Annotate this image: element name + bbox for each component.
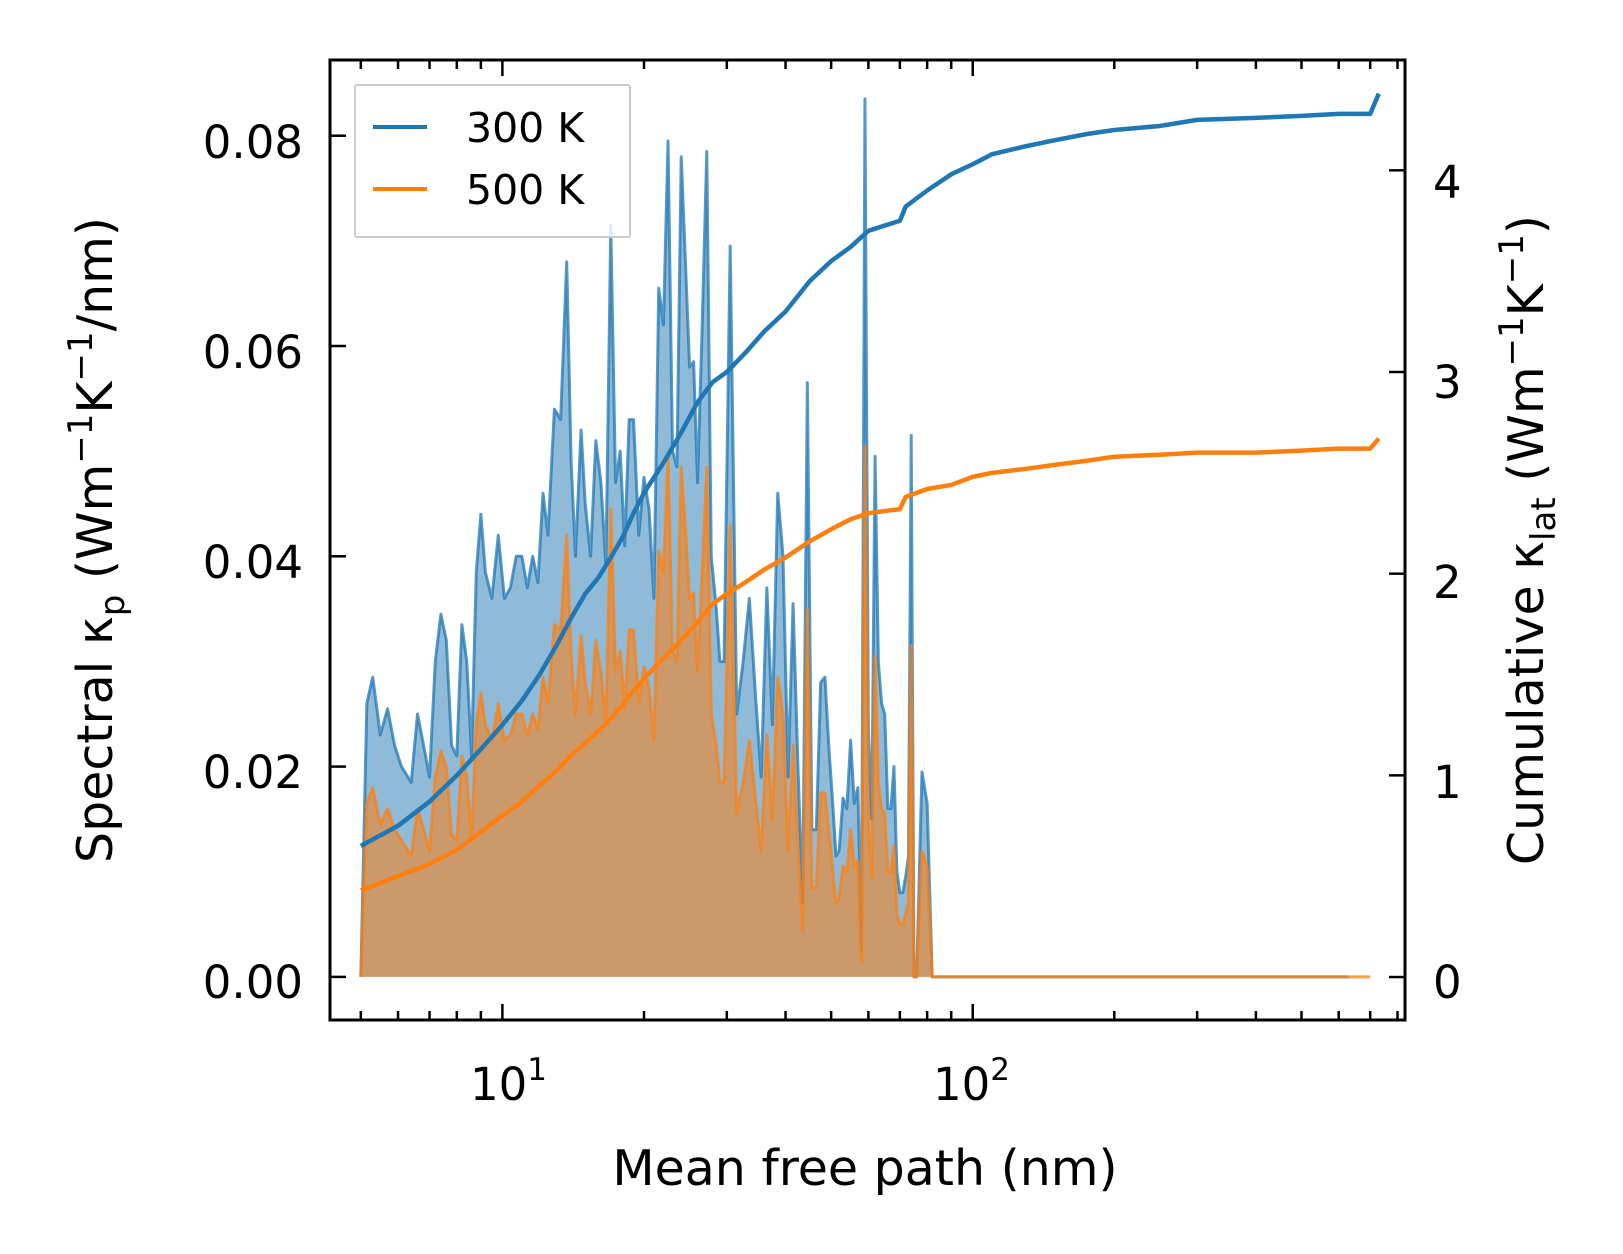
- x-tick-label-10-exp: 1: [527, 1052, 547, 1088]
- x-tick-label-10-base: 10: [470, 1058, 527, 1111]
- plot-area: [359, 92, 1381, 979]
- y-right-label-post: ): [1498, 215, 1555, 234]
- y-left-label-mid: (Wm: [67, 464, 124, 595]
- y-right-axis-label: Cumulative κlat (Wm−1K−1): [1492, 215, 1564, 865]
- y-right-label-sub: lat: [1524, 497, 1564, 541]
- y-left-label-k: K: [67, 380, 124, 414]
- y-right-label-pre: Cumulative κ: [1498, 541, 1555, 865]
- legend-label-500k: 500 K: [466, 166, 585, 214]
- plot-frame: [328, 58, 1407, 1022]
- y-right-tick-label: 0: [1433, 956, 1462, 1009]
- y-left-axis-label: Spectral κp (Wm−1K−1/nm): [61, 217, 133, 863]
- y-right-tick-label: 2: [1433, 556, 1462, 609]
- y-left-tick-label: 0.06: [203, 326, 303, 379]
- x-tick-label-100-exp: 2: [990, 1052, 1010, 1088]
- y-right-label-mid: (Wm: [1498, 366, 1555, 497]
- cumulative-line-300k: [359, 92, 1381, 848]
- y-left-label-sub: p: [93, 595, 133, 617]
- x-tick-label-10: 101: [470, 1052, 547, 1111]
- legend-box: [354, 84, 631, 238]
- y-right-label-sup1: −1: [1492, 316, 1532, 366]
- legend-label-300k: 300 K: [466, 104, 585, 152]
- y-left-label-post: /nm): [67, 217, 124, 331]
- y-right-tick-label: 3: [1433, 356, 1462, 409]
- spectral-line-500k: [359, 444, 1371, 979]
- y-right-label-k: K: [1498, 282, 1555, 316]
- y-right-tick-label: 4: [1433, 156, 1462, 209]
- legend: 300 K 500 K: [354, 84, 631, 238]
- spectral-area-500k: [360, 445, 1371, 977]
- y-right-label-sup2: −1: [1492, 234, 1532, 284]
- cumulative-line-500k: [360, 437, 1381, 893]
- x-axis-label: Mean free path (nm): [612, 1140, 1117, 1197]
- y-right-tick-label: 1: [1433, 756, 1462, 809]
- x-tick-label-100: 102: [933, 1052, 1010, 1111]
- spectral-area-500k-group: [359, 444, 1371, 979]
- x-tick-label-100-base: 10: [933, 1058, 990, 1111]
- y-left-tick-label: 0.08: [203, 116, 303, 169]
- y-left-tick-label: 0.02: [203, 746, 303, 799]
- cumulative-lines-group: [359, 92, 1381, 893]
- y-left-label-pre: Spectral κ: [67, 616, 124, 863]
- y-left-label-sup1: −1: [61, 414, 101, 464]
- y-left-tick-label: 0.00: [203, 956, 303, 1009]
- y-left-tick-label: 0.04: [203, 536, 303, 589]
- y-left-label-sup2: −1: [61, 331, 101, 381]
